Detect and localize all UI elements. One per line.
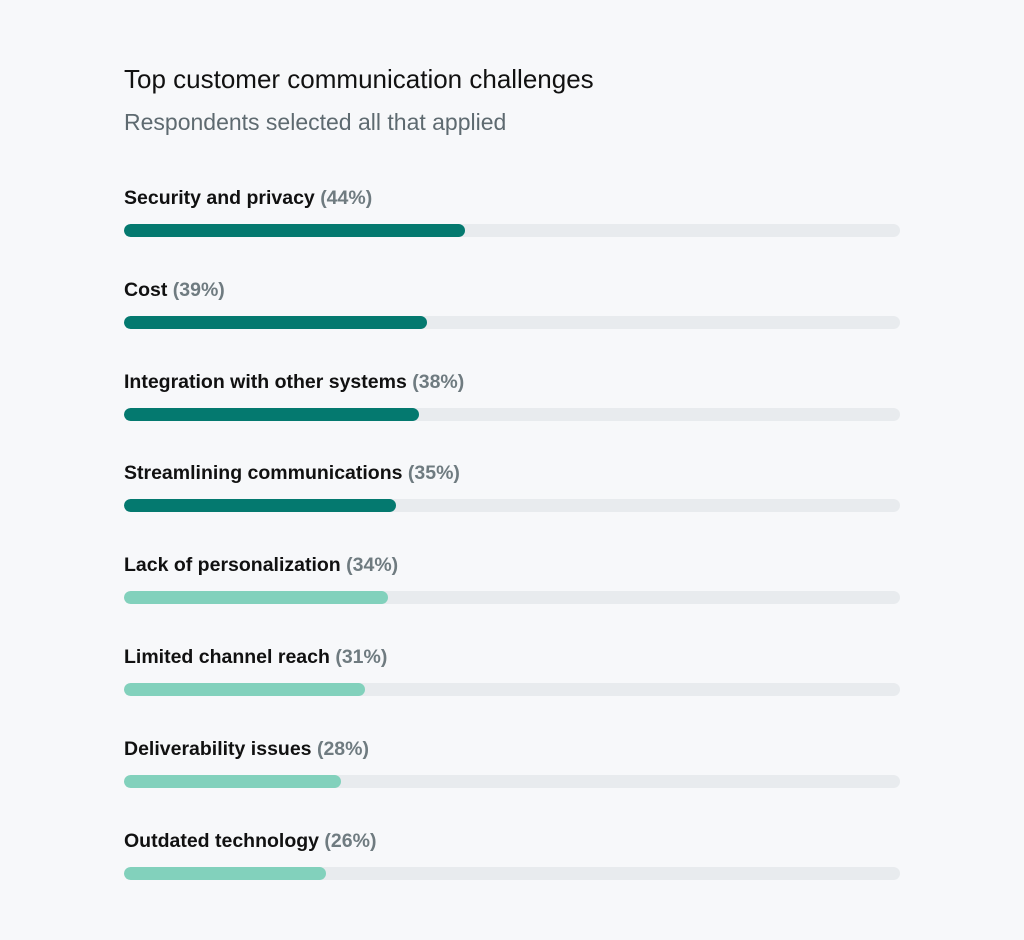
chart-title: Top customer communication challenges <box>124 64 594 94</box>
bar-track <box>124 591 900 605</box>
value-label: (26%) <box>324 829 377 852</box>
bar-fill <box>124 774 342 788</box>
bar-label: Outdated technology (26%) <box>124 826 376 856</box>
bar-track <box>124 774 900 788</box>
value-label: (28%) <box>316 737 369 760</box>
bar-row: Lack of personalization (34%) <box>124 550 900 642</box>
bar-fill <box>124 224 466 237</box>
bar-label: Streamlining communications (35%) <box>124 458 460 488</box>
bar-fill <box>124 407 419 421</box>
value-label: (35%) <box>407 462 460 485</box>
category-label: Lack of personalization <box>124 554 341 577</box>
bar-list: Security and privacy (44%) Cost (39%) In… <box>124 183 900 917</box>
bar-label: Cost (39%) <box>124 275 225 305</box>
bar-row: Security and privacy (44%) <box>124 183 900 275</box>
bar-row: Cost (39%) <box>124 275 900 367</box>
bar-row: Streamlining communications (35%) <box>124 458 900 550</box>
bar-track <box>124 682 900 696</box>
bar-label: Limited channel reach (31%) <box>124 642 387 672</box>
value-label: (44%) <box>320 187 373 209</box>
bar-row: Limited channel reach (31%) <box>124 642 900 734</box>
bar-track <box>124 224 900 237</box>
bar-label: Security and privacy (44%) <box>124 183 372 213</box>
category-label: Integration with other systems <box>124 370 407 393</box>
bar-label: Deliverability issues (28%) <box>124 734 369 764</box>
value-label: (31%) <box>335 645 388 668</box>
bar-fill <box>124 315 427 329</box>
value-label: (34%) <box>346 554 399 577</box>
bar-row: Outdated technology (26%) <box>124 826 900 918</box>
bar-fill <box>124 866 326 880</box>
bar-fill <box>124 499 396 513</box>
category-label: Security and privacy <box>124 187 315 209</box>
category-label: Outdated technology <box>124 829 319 852</box>
chart-subtitle: Respondents selected all that applied <box>124 109 507 135</box>
bar-track <box>124 315 900 329</box>
bar-row: Integration with other systems (38%) <box>124 367 900 459</box>
category-label: Cost <box>124 278 168 301</box>
value-label: (39%) <box>172 278 225 301</box>
bar-label: Lack of personalization (34%) <box>124 550 398 580</box>
bar-fill <box>124 682 365 696</box>
bar-fill <box>124 591 388 605</box>
category-label: Streamlining communications <box>124 462 403 485</box>
category-label: Limited channel reach <box>124 645 330 668</box>
bar-track <box>124 866 900 880</box>
value-label: (38%) <box>412 370 465 393</box>
bar-label: Integration with other systems (38%) <box>124 367 464 397</box>
bar-row: Deliverability issues (28%) <box>124 734 900 826</box>
bar-track <box>124 407 900 421</box>
category-label: Deliverability issues <box>124 737 312 760</box>
bar-track <box>124 499 900 513</box>
